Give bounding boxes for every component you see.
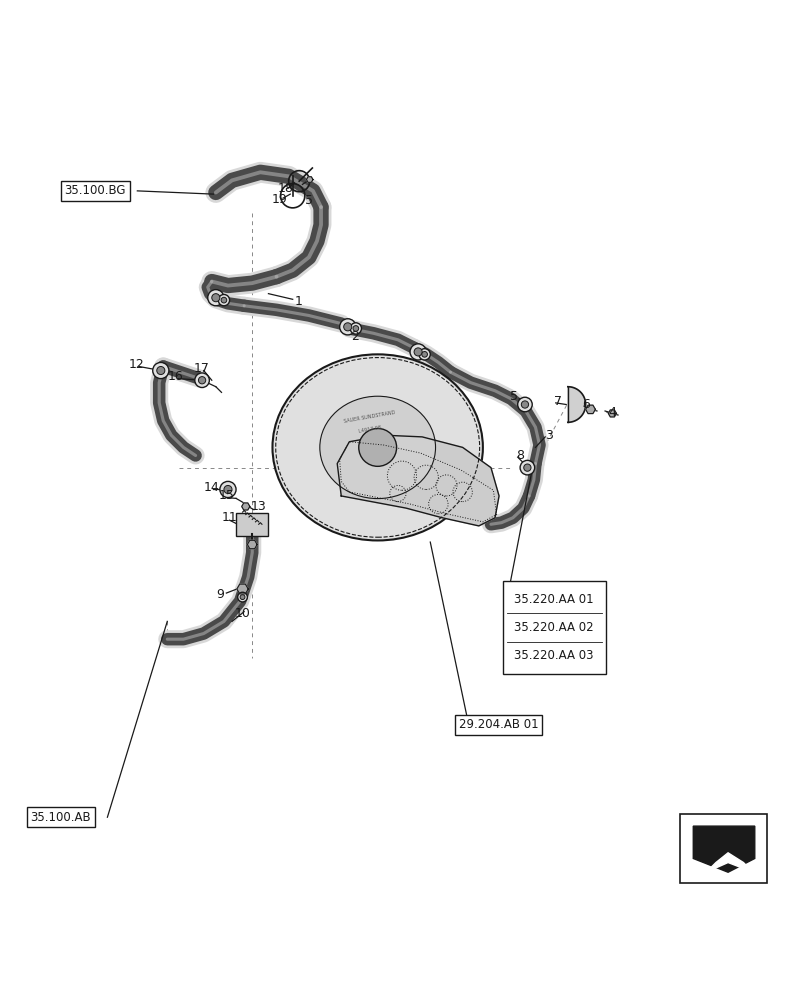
Circle shape [221,297,226,303]
Circle shape [521,401,528,408]
Circle shape [523,464,530,471]
Circle shape [353,326,358,331]
FancyBboxPatch shape [503,581,605,674]
Circle shape [339,319,355,335]
Circle shape [238,592,247,602]
Circle shape [218,294,230,306]
Polygon shape [237,584,248,594]
FancyBboxPatch shape [236,513,268,536]
Ellipse shape [272,354,483,540]
Text: SAUER SUNDSTRAND: SAUER SUNDSTRAND [343,410,395,424]
Polygon shape [306,177,312,182]
Text: 35.220.AA 01: 35.220.AA 01 [513,593,593,606]
Text: 19: 19 [272,193,287,206]
Text: 2: 2 [350,330,358,343]
Circle shape [520,460,534,475]
Circle shape [343,323,351,331]
Text: 10: 10 [234,607,250,620]
Circle shape [414,348,422,356]
Circle shape [358,428,396,466]
Text: 12: 12 [128,358,144,371]
Text: 17: 17 [193,362,208,375]
Circle shape [157,366,165,375]
Text: 15: 15 [218,489,234,502]
Circle shape [212,294,220,302]
Text: 35.100.BG: 35.100.BG [64,184,126,197]
Circle shape [410,344,426,360]
Text: 4: 4 [607,406,616,419]
Polygon shape [337,435,499,526]
Circle shape [240,595,245,600]
Polygon shape [693,826,754,872]
Polygon shape [607,410,616,417]
Text: 13: 13 [251,500,266,513]
Text: 18: 18 [278,182,294,195]
Polygon shape [706,853,753,872]
Circle shape [152,362,169,379]
Text: 8: 8 [516,449,523,462]
Circle shape [198,377,205,384]
Circle shape [208,290,224,306]
Text: 35.220.AA 03: 35.220.AA 03 [513,649,592,662]
Text: 9: 9 [217,588,224,601]
Text: 7: 7 [553,395,561,408]
Circle shape [517,397,531,412]
Text: 35.220.AA 02: 35.220.AA 02 [513,621,593,634]
Text: 29.204.AB 01: 29.204.AB 01 [458,718,538,731]
Circle shape [220,481,236,498]
Text: 1: 1 [294,295,302,308]
Text: 16: 16 [167,370,182,383]
Circle shape [350,323,361,334]
Text: 35.100.AB: 35.100.AB [31,811,91,824]
Text: 5: 5 [304,194,312,207]
Text: 3: 3 [544,429,552,442]
Text: L4917 08: L4917 08 [358,425,381,434]
Polygon shape [567,387,585,422]
Text: 14: 14 [204,481,219,494]
Text: 5: 5 [509,390,517,403]
Polygon shape [242,503,250,510]
Text: 11: 11 [221,511,237,524]
Polygon shape [247,540,257,549]
Polygon shape [585,405,594,414]
Text: 6: 6 [581,398,590,411]
Circle shape [224,485,232,494]
Ellipse shape [320,396,435,499]
Circle shape [418,349,430,360]
FancyBboxPatch shape [679,814,766,883]
Circle shape [421,352,427,357]
Circle shape [195,373,209,388]
